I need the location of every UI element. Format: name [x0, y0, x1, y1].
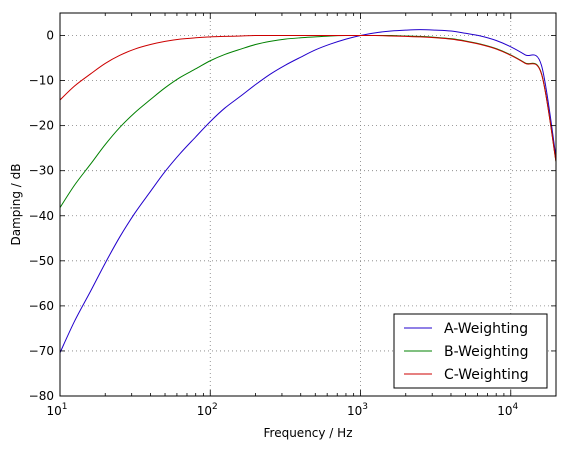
y-tick-label: −10 [29, 74, 54, 88]
x-tick-exponent: 3 [362, 402, 368, 412]
y-axis-label: Damping / dB [9, 164, 23, 246]
y-tick-label: −40 [29, 209, 54, 223]
x-axis-label: Frequency / Hz [264, 426, 353, 440]
y-tick-label: −70 [29, 344, 54, 358]
series-layer [60, 29, 556, 353]
c-weighting-legend-label: C-Weighting [444, 367, 529, 383]
x-tick-exponent: 4 [513, 402, 519, 412]
x-tick-label: 104 [497, 402, 518, 418]
x-tick-label: 102 [197, 402, 218, 418]
plot-frame [59, 12, 557, 397]
x-tick-base: 10 [197, 404, 212, 418]
y-tick-label: 0 [46, 29, 54, 43]
y-tick-label: −50 [29, 254, 54, 268]
x-tick-label: 103 [347, 402, 368, 418]
x-tick-label: 101 [46, 402, 67, 418]
x-tick-exponent: 1 [62, 402, 68, 412]
y-tick-label: −20 [29, 119, 54, 133]
x-tick-exponent: 2 [212, 402, 218, 412]
c-weighting-line [60, 34, 556, 162]
x-tick-base: 10 [347, 404, 362, 418]
a-weighting-legend-label: A-Weighting [444, 321, 528, 337]
legend: A-Weighting B-Weighting C-Weighting [393, 313, 548, 389]
a-weighting-line [60, 29, 556, 353]
b-weighting-legend-label: B-Weighting [444, 344, 529, 360]
y-tick-label: −30 [29, 164, 54, 178]
x-tick-base: 10 [497, 404, 512, 418]
y-tick-label: −80 [29, 389, 54, 403]
y-tick-label: −60 [29, 299, 54, 313]
x-tick-base: 10 [46, 404, 61, 418]
